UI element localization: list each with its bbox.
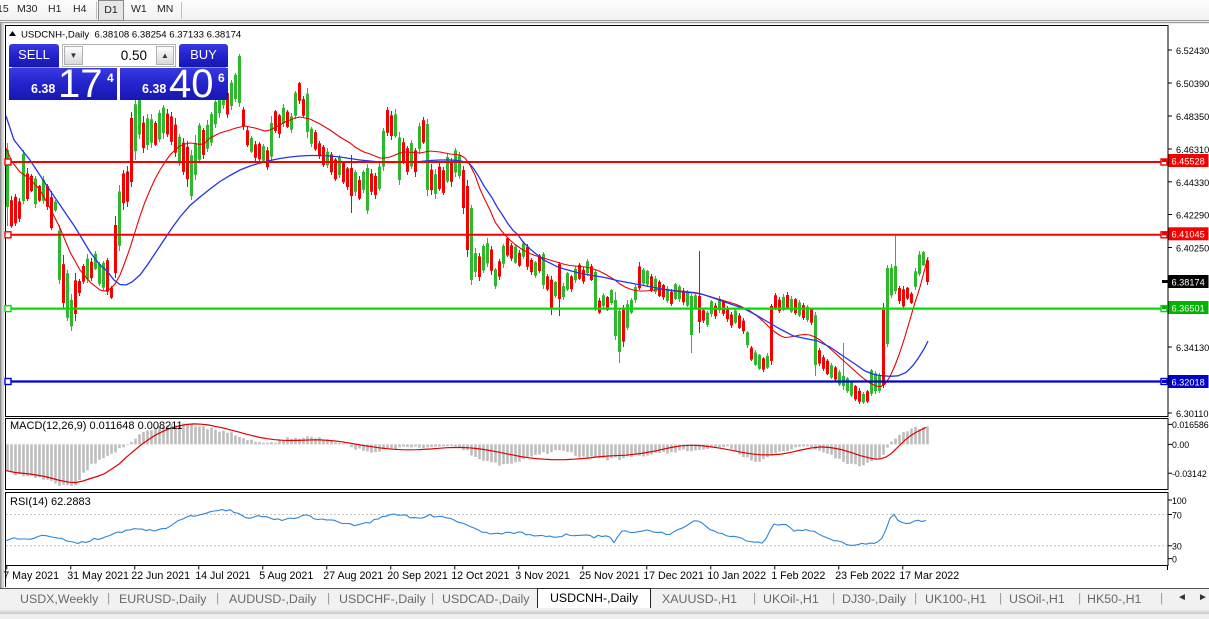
svg-text:20 Sep 2021: 20 Sep 2021 (387, 570, 448, 582)
svg-text:17 Mar 2022: 17 Mar 2022 (899, 570, 959, 582)
svg-text:7 May 2021: 7 May 2021 (3, 570, 59, 582)
svg-text:6.46310: 6.46310 (1176, 145, 1209, 155)
svg-text:6.40250: 6.40250 (1176, 244, 1209, 254)
svg-text:31 May 2021: 31 May 2021 (67, 570, 129, 582)
svg-text:14 Jul 2021: 14 Jul 2021 (195, 570, 250, 582)
svg-text:10 Jan 2022: 10 Jan 2022 (707, 570, 766, 582)
svg-text:100: 100 (1172, 496, 1187, 506)
svg-text:1 Feb 2022: 1 Feb 2022 (771, 570, 825, 582)
svg-text:23 Feb 2022: 23 Feb 2022 (835, 570, 895, 582)
svg-text:6.32018: 6.32018 (1172, 377, 1205, 387)
svg-text:17 Dec 2021: 17 Dec 2021 (643, 570, 704, 582)
svg-text:22 Jun 2021: 22 Jun 2021 (131, 570, 190, 582)
svg-text:12 Oct 2021: 12 Oct 2021 (451, 570, 509, 582)
svg-text:25 Nov 2021: 25 Nov 2021 (579, 570, 640, 582)
svg-text:0.016586: 0.016586 (1172, 420, 1209, 430)
svg-text:6.41045: 6.41045 (1172, 230, 1205, 240)
svg-text:27 Aug 2021: 27 Aug 2021 (323, 570, 383, 582)
svg-text:0: 0 (1172, 555, 1177, 565)
svg-text:6.48350: 6.48350 (1176, 112, 1209, 122)
svg-text:70: 70 (1172, 511, 1182, 521)
svg-text:0.00: 0.00 (1172, 440, 1189, 450)
svg-text:RSI(14) 62.2883: RSI(14) 62.2883 (10, 496, 91, 508)
svg-text:30: 30 (1172, 542, 1182, 552)
svg-text:6.50390: 6.50390 (1176, 79, 1209, 89)
svg-text:-0.03142: -0.03142 (1172, 469, 1207, 479)
svg-text:5 Aug 2021: 5 Aug 2021 (259, 570, 313, 582)
svg-text:USDCNH-,Daily 6.38108 6.38254: USDCNH-,Daily 6.38108 6.38254 6.37133 6.… (21, 30, 242, 41)
svg-text:6.34130: 6.34130 (1176, 343, 1209, 353)
svg-text:3 Nov 2021: 3 Nov 2021 (515, 570, 570, 582)
svg-text:6.44330: 6.44330 (1176, 178, 1209, 188)
svg-text:6.36501: 6.36501 (1172, 303, 1205, 313)
svg-text:6.38174: 6.38174 (1172, 277, 1205, 287)
svg-text:6.45528: 6.45528 (1172, 156, 1205, 166)
svg-text:6.42290: 6.42290 (1176, 211, 1209, 221)
svg-text:MACD(12,26,9) 0.011648 0.00821: MACD(12,26,9) 0.011648 0.008211 (10, 420, 183, 432)
svg-text:6.30110: 6.30110 (1176, 409, 1209, 419)
svg-text:6.52430: 6.52430 (1176, 46, 1209, 56)
